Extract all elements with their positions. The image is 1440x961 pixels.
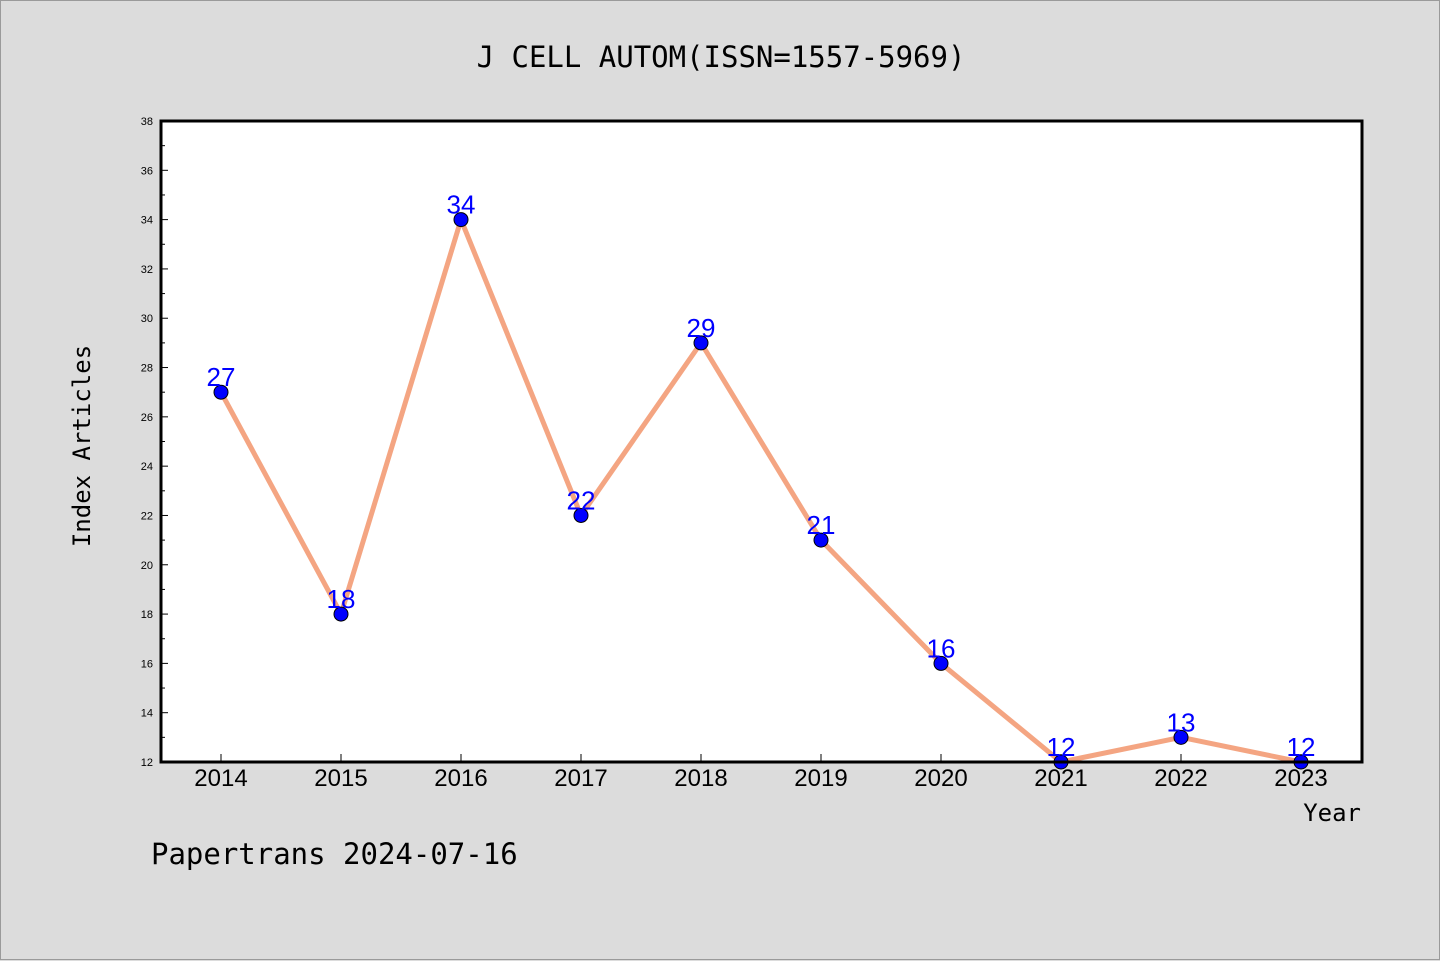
y-tick-label: 26 — [141, 412, 153, 424]
x-tick-label: 2020 — [914, 765, 967, 792]
x-tick-label: 2016 — [434, 765, 487, 792]
x-tick-label: 2015 — [314, 765, 367, 792]
data-label: 13 — [1167, 707, 1196, 737]
x-tick-label: 2022 — [1154, 765, 1207, 792]
series-layer: 27 18 34 22 29 21 16 12 13 12 — [207, 190, 1316, 770]
chart-title: J CELL AUTOM(ISSN=1557-5969) — [477, 40, 966, 74]
x-tick-label: 2018 — [674, 765, 727, 792]
y-tick-label: 36 — [141, 165, 153, 177]
y-axis-label: Index Articles — [68, 345, 96, 547]
x-tick-label: 2019 — [794, 765, 847, 792]
data-label: 34 — [447, 190, 476, 220]
data-point — [693, 335, 709, 351]
y-tick-label: 38 — [141, 116, 153, 128]
y-tick-label: 30 — [141, 313, 153, 325]
x-tick-label: 2014 — [194, 765, 247, 792]
x-axis-label: Year — [1303, 799, 1361, 827]
data-point — [1173, 729, 1189, 745]
data-label: 18 — [327, 584, 356, 614]
data-point — [453, 212, 469, 228]
y-tick-label: 14 — [141, 708, 153, 720]
y-tick-label: 22 — [141, 510, 153, 522]
y-tick-label: 24 — [141, 461, 153, 473]
series-line — [218, 217, 1304, 765]
data-label: 12 — [1047, 732, 1076, 762]
y-tick-label: 20 — [141, 560, 153, 572]
data-label: 27 — [207, 362, 236, 392]
data-label: 12 — [1287, 732, 1316, 762]
x-tick-label: 2017 — [554, 765, 607, 792]
data-point — [213, 384, 229, 400]
data-label: 21 — [807, 510, 836, 540]
y-tick-label: 16 — [141, 658, 153, 670]
y-tick-label: 28 — [141, 363, 153, 375]
footer-text: Papertrans 2024-07-16 — [151, 837, 518, 871]
y-tick-label: 32 — [141, 264, 153, 276]
data-point — [813, 532, 829, 548]
data-point — [933, 655, 949, 671]
y-tick-label: 12 — [141, 757, 153, 769]
y-axis: 12 14 16 18 20 22 24 26 28 30 32 34 36 38 — [141, 116, 168, 769]
data-label: 22 — [567, 485, 596, 515]
y-tick-label: 34 — [141, 215, 153, 227]
data-label: 16 — [927, 633, 956, 663]
data-point — [333, 606, 349, 622]
data-label: 29 — [687, 313, 716, 343]
y-tick-label: 18 — [141, 609, 153, 621]
plot-frame — [159, 119, 1364, 764]
data-point — [573, 507, 589, 523]
